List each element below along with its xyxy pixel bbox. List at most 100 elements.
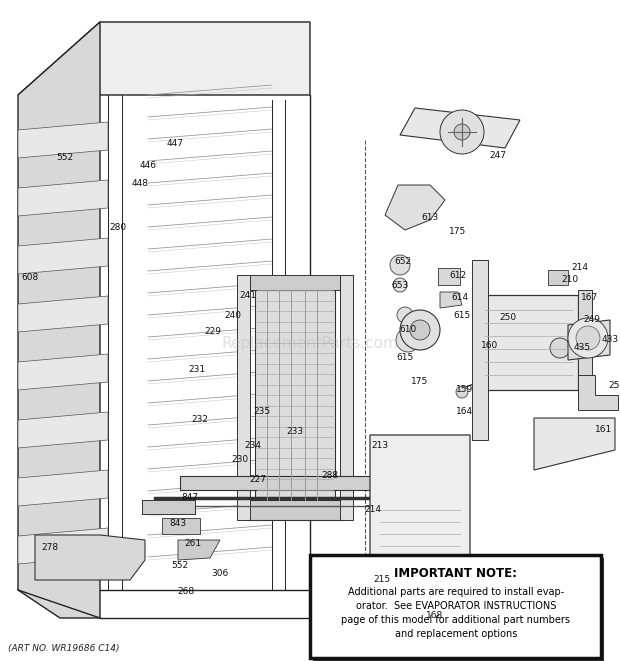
Polygon shape xyxy=(534,418,615,470)
Polygon shape xyxy=(548,270,568,285)
FancyBboxPatch shape xyxy=(313,559,604,661)
Polygon shape xyxy=(237,275,250,520)
Text: 258: 258 xyxy=(608,381,620,389)
Polygon shape xyxy=(480,295,578,390)
Text: 306: 306 xyxy=(211,568,229,578)
Text: 610: 610 xyxy=(399,325,417,334)
Text: 448: 448 xyxy=(131,178,149,188)
Polygon shape xyxy=(18,296,108,332)
Circle shape xyxy=(393,278,407,292)
Text: 215: 215 xyxy=(373,576,391,584)
Text: 288: 288 xyxy=(321,471,339,481)
Text: 261: 261 xyxy=(184,539,202,547)
Text: 234: 234 xyxy=(244,442,262,451)
Circle shape xyxy=(568,318,608,358)
Polygon shape xyxy=(438,268,460,285)
Text: 552: 552 xyxy=(56,153,74,163)
Polygon shape xyxy=(18,22,100,618)
Circle shape xyxy=(440,110,484,154)
Circle shape xyxy=(400,310,440,350)
Text: 652: 652 xyxy=(394,258,412,266)
Polygon shape xyxy=(370,435,470,618)
Text: 552: 552 xyxy=(172,561,188,570)
Polygon shape xyxy=(18,122,108,158)
Text: 615: 615 xyxy=(453,311,471,319)
Text: 433: 433 xyxy=(601,336,619,344)
Polygon shape xyxy=(247,500,343,520)
Text: 247: 247 xyxy=(490,151,507,159)
Text: 240: 240 xyxy=(224,311,242,321)
Polygon shape xyxy=(18,22,310,95)
Text: 446: 446 xyxy=(140,161,156,169)
Text: 231: 231 xyxy=(188,366,206,375)
Text: 653: 653 xyxy=(391,280,409,290)
Text: 241: 241 xyxy=(239,290,257,299)
Text: 268: 268 xyxy=(177,588,195,596)
Text: 608: 608 xyxy=(21,274,38,282)
Text: 250: 250 xyxy=(500,313,516,323)
Text: 175: 175 xyxy=(450,227,467,237)
Circle shape xyxy=(456,386,468,398)
Circle shape xyxy=(454,124,470,140)
FancyBboxPatch shape xyxy=(310,555,601,658)
Text: 213: 213 xyxy=(371,440,389,449)
Text: 614: 614 xyxy=(451,293,469,303)
Text: 210: 210 xyxy=(562,276,578,284)
Text: 235: 235 xyxy=(254,407,270,416)
Text: 161: 161 xyxy=(595,426,613,434)
Text: 847: 847 xyxy=(182,494,198,502)
Text: 160: 160 xyxy=(481,340,498,350)
Text: 278: 278 xyxy=(42,543,58,553)
Text: ReplacementParts.com: ReplacementParts.com xyxy=(221,336,399,351)
Polygon shape xyxy=(18,180,108,216)
Circle shape xyxy=(396,328,420,352)
Polygon shape xyxy=(35,535,145,580)
Polygon shape xyxy=(180,476,380,490)
Circle shape xyxy=(410,320,430,340)
Text: 447: 447 xyxy=(167,139,184,147)
Polygon shape xyxy=(568,320,610,360)
Polygon shape xyxy=(472,260,488,440)
Text: 615: 615 xyxy=(396,354,414,362)
Circle shape xyxy=(550,338,570,358)
Polygon shape xyxy=(440,292,462,308)
Polygon shape xyxy=(400,108,520,148)
Polygon shape xyxy=(142,500,195,514)
Text: 168: 168 xyxy=(427,611,444,619)
Text: (ART NO. WR19686 C14): (ART NO. WR19686 C14) xyxy=(8,644,120,653)
Circle shape xyxy=(397,307,413,323)
Text: 435: 435 xyxy=(574,344,591,352)
Text: 164: 164 xyxy=(456,407,474,416)
Circle shape xyxy=(576,326,600,350)
Text: 613: 613 xyxy=(422,214,438,223)
Text: IMPORTANT NOTE:: IMPORTANT NOTE: xyxy=(394,567,517,580)
Polygon shape xyxy=(250,275,340,290)
Text: 843: 843 xyxy=(169,520,187,529)
Text: 230: 230 xyxy=(231,455,249,465)
Text: Additional parts are required to install evap-
orator.  See EVAPORATOR INSTRUCTI: Additional parts are required to install… xyxy=(341,587,570,639)
Polygon shape xyxy=(18,412,108,448)
Text: 159: 159 xyxy=(456,385,474,395)
Polygon shape xyxy=(385,185,445,230)
Polygon shape xyxy=(162,518,200,534)
Polygon shape xyxy=(178,540,220,560)
Polygon shape xyxy=(255,290,335,500)
Text: 227: 227 xyxy=(249,475,267,485)
Polygon shape xyxy=(18,528,108,564)
Polygon shape xyxy=(18,470,108,506)
Text: 612: 612 xyxy=(450,270,467,280)
Polygon shape xyxy=(578,290,592,395)
Polygon shape xyxy=(18,354,108,390)
Text: 232: 232 xyxy=(192,416,208,424)
Circle shape xyxy=(390,255,410,275)
Text: 175: 175 xyxy=(412,377,428,387)
Text: 229: 229 xyxy=(205,327,221,336)
Text: 280: 280 xyxy=(110,223,126,233)
Text: 233: 233 xyxy=(286,428,304,436)
Text: 214: 214 xyxy=(365,506,381,514)
Text: 167: 167 xyxy=(582,293,599,303)
Polygon shape xyxy=(18,238,108,274)
Text: 214: 214 xyxy=(572,264,588,272)
Polygon shape xyxy=(340,275,353,520)
Polygon shape xyxy=(578,375,618,410)
